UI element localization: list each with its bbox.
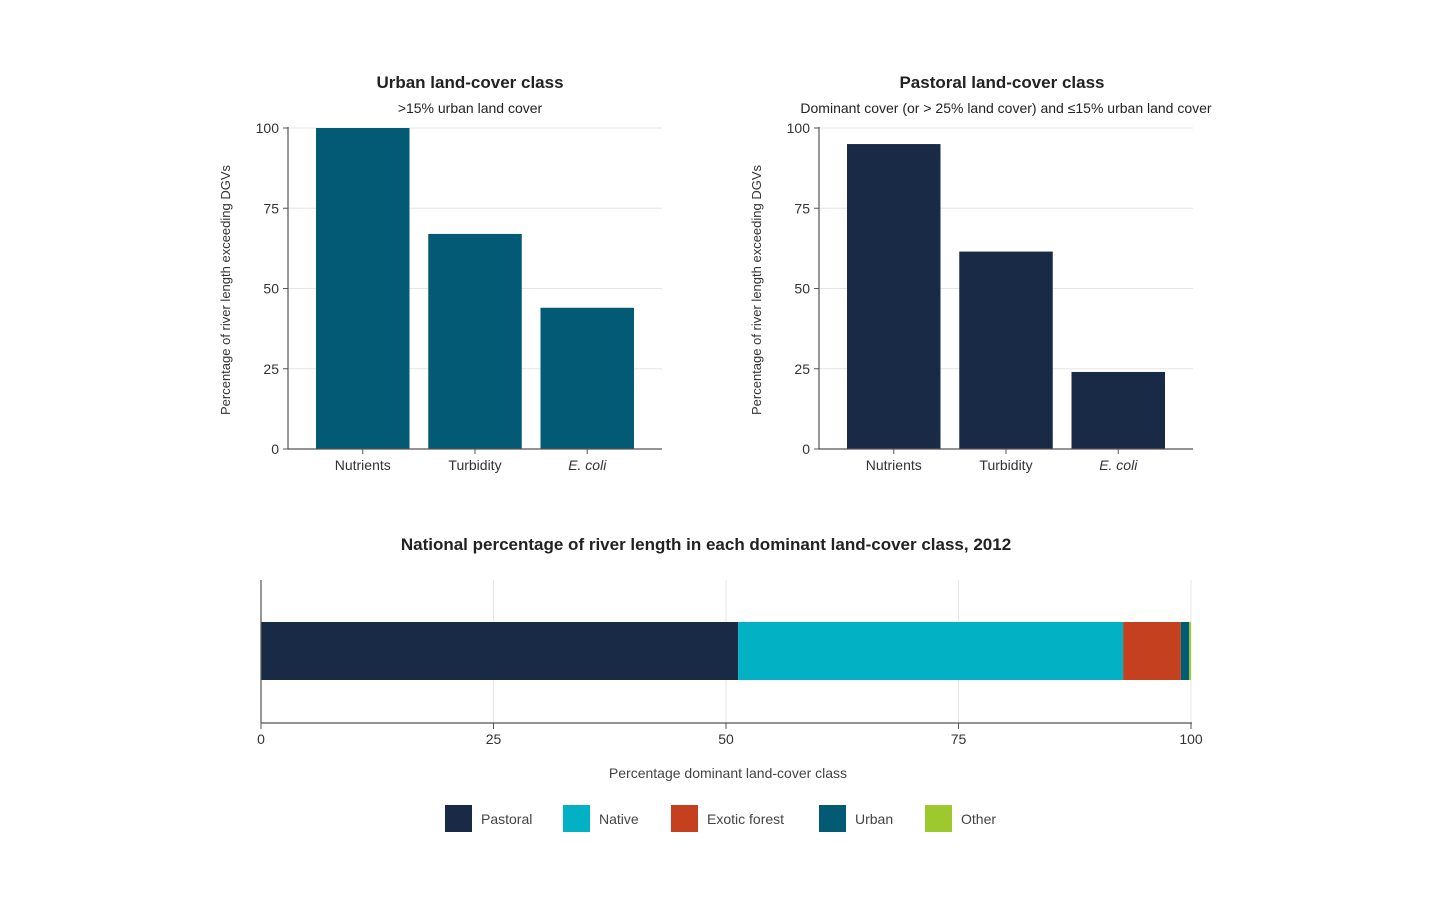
pastoral-category-label: Nutrients — [866, 457, 922, 473]
segment-native — [738, 622, 1124, 680]
urban-chart-title: Urban land-cover class — [376, 73, 563, 92]
national-x-tick-label: 75 — [951, 731, 967, 747]
pastoral-y-tick-label: 50 — [794, 281, 810, 297]
pastoral-y-axis-label: Percentage of river length exceeding DGV… — [749, 164, 764, 415]
pastoral-bar-nutrients — [847, 144, 941, 450]
pastoral-category-label: Turbidity — [979, 457, 1032, 473]
pastoral-y-tick-label: 25 — [794, 361, 810, 377]
urban-y-tick-label: 25 — [263, 361, 279, 377]
urban-y-tick-label: 0 — [271, 441, 279, 457]
legend-swatch-native — [563, 805, 590, 832]
legend-swatch-pastoral — [445, 805, 472, 832]
urban-bar-nutrients — [316, 128, 410, 449]
legend: Pastoral Native Exotic forest Urban Other — [445, 805, 996, 832]
legend-label-exotic-forest: Exotic forest — [707, 811, 784, 827]
national-x-tick-label: 25 — [486, 731, 502, 747]
segment-pastoral — [261, 622, 739, 680]
segment-urban — [1180, 622, 1190, 680]
pastoral-bar-e-coli — [1071, 371, 1165, 449]
pastoral-y-tick-label: 0 — [802, 441, 810, 457]
legend-label-native: Native — [599, 811, 639, 827]
urban-chart: Urban land-cover class >15% urban land c… — [218, 73, 662, 473]
legend-swatch-urban — [819, 805, 846, 832]
national-x-tick-label: 0 — [257, 731, 265, 747]
urban-y-axis-label: Percentage of river length exceeding DGV… — [218, 164, 233, 415]
urban-category-label: Turbidity — [448, 457, 501, 473]
pastoral-y-tick-label: 100 — [787, 120, 811, 136]
pastoral-category-label: E. coli — [1099, 457, 1138, 473]
legend-label-urban: Urban — [855, 811, 893, 827]
legend-label-pastoral: Pastoral — [481, 811, 532, 827]
national-x-tick-label: 100 — [1179, 731, 1203, 747]
legend-swatch-other — [925, 805, 952, 832]
urban-bar-turbidity — [428, 233, 522, 449]
urban-y-tick-label: 50 — [263, 281, 279, 297]
urban-category-label: E. coli — [568, 457, 607, 473]
urban-category-label: Nutrients — [335, 457, 391, 473]
urban-y-tick-label: 100 — [256, 120, 280, 136]
national-x-tick-label: 50 — [718, 731, 734, 747]
legend-label-other: Other — [961, 811, 996, 827]
national-chart-title: National percentage of river length in e… — [401, 535, 1011, 554]
legend-swatch-exotic-forest — [671, 805, 698, 832]
urban-bar-e-coli — [540, 307, 634, 449]
national-x-axis-label: Percentage dominant land-cover class — [609, 765, 847, 781]
pastoral-chart: Pastoral land-cover class Dominant cover… — [749, 73, 1212, 473]
urban-chart-subtitle: >15% urban land cover — [398, 100, 543, 116]
pastoral-y-tick-label: 75 — [794, 200, 810, 216]
pastoral-chart-title: Pastoral land-cover class — [899, 73, 1104, 92]
segment-exotic-forest — [1123, 622, 1181, 680]
segment-other — [1189, 622, 1191, 680]
pastoral-bar-turbidity — [959, 251, 1053, 449]
national-chart: National percentage of river length in e… — [257, 535, 1203, 832]
pastoral-chart-subtitle: Dominant cover (or > 25% land cover) and… — [800, 100, 1212, 116]
urban-y-tick-label: 75 — [263, 200, 279, 216]
